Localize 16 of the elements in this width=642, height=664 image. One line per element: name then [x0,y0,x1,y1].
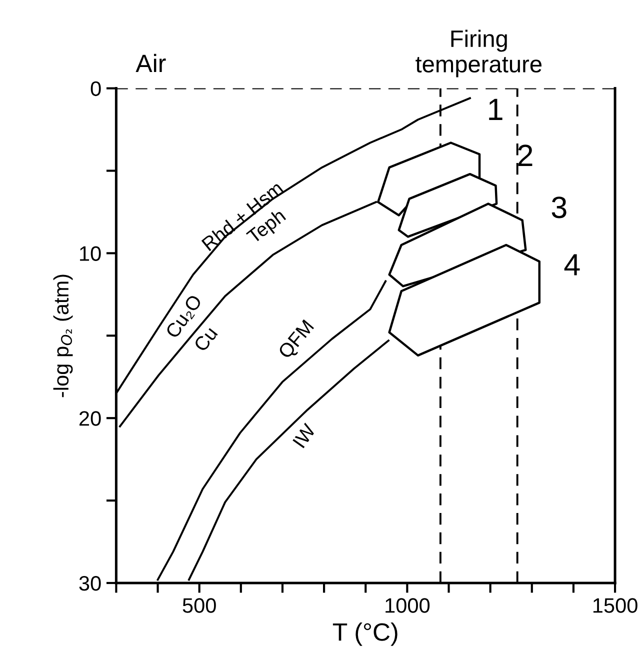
annotation: 3 [552,196,566,218]
y-tick-label: 0 [90,81,101,96]
y-tick-label: 10 [80,246,101,261]
x-tick-label: 1500 [593,598,638,613]
y-axis-title: -log p$_{O₂}$ (atm) [53,274,73,398]
y-tick-label: 30 [79,576,101,591]
annotation: IW [292,422,316,448]
x-axis-title: T (°C) [332,622,398,646]
y-tick-label: 20 [79,411,101,426]
annotation: 4 [564,254,580,276]
ref-line-label: Air [136,54,166,72]
x-tick-label: 1000 [386,598,430,613]
x-tick-label: 500 [182,598,216,613]
annotation: 1 [489,98,502,120]
annotation: 2 [518,144,532,166]
text: Firing temperature [416,30,542,78]
